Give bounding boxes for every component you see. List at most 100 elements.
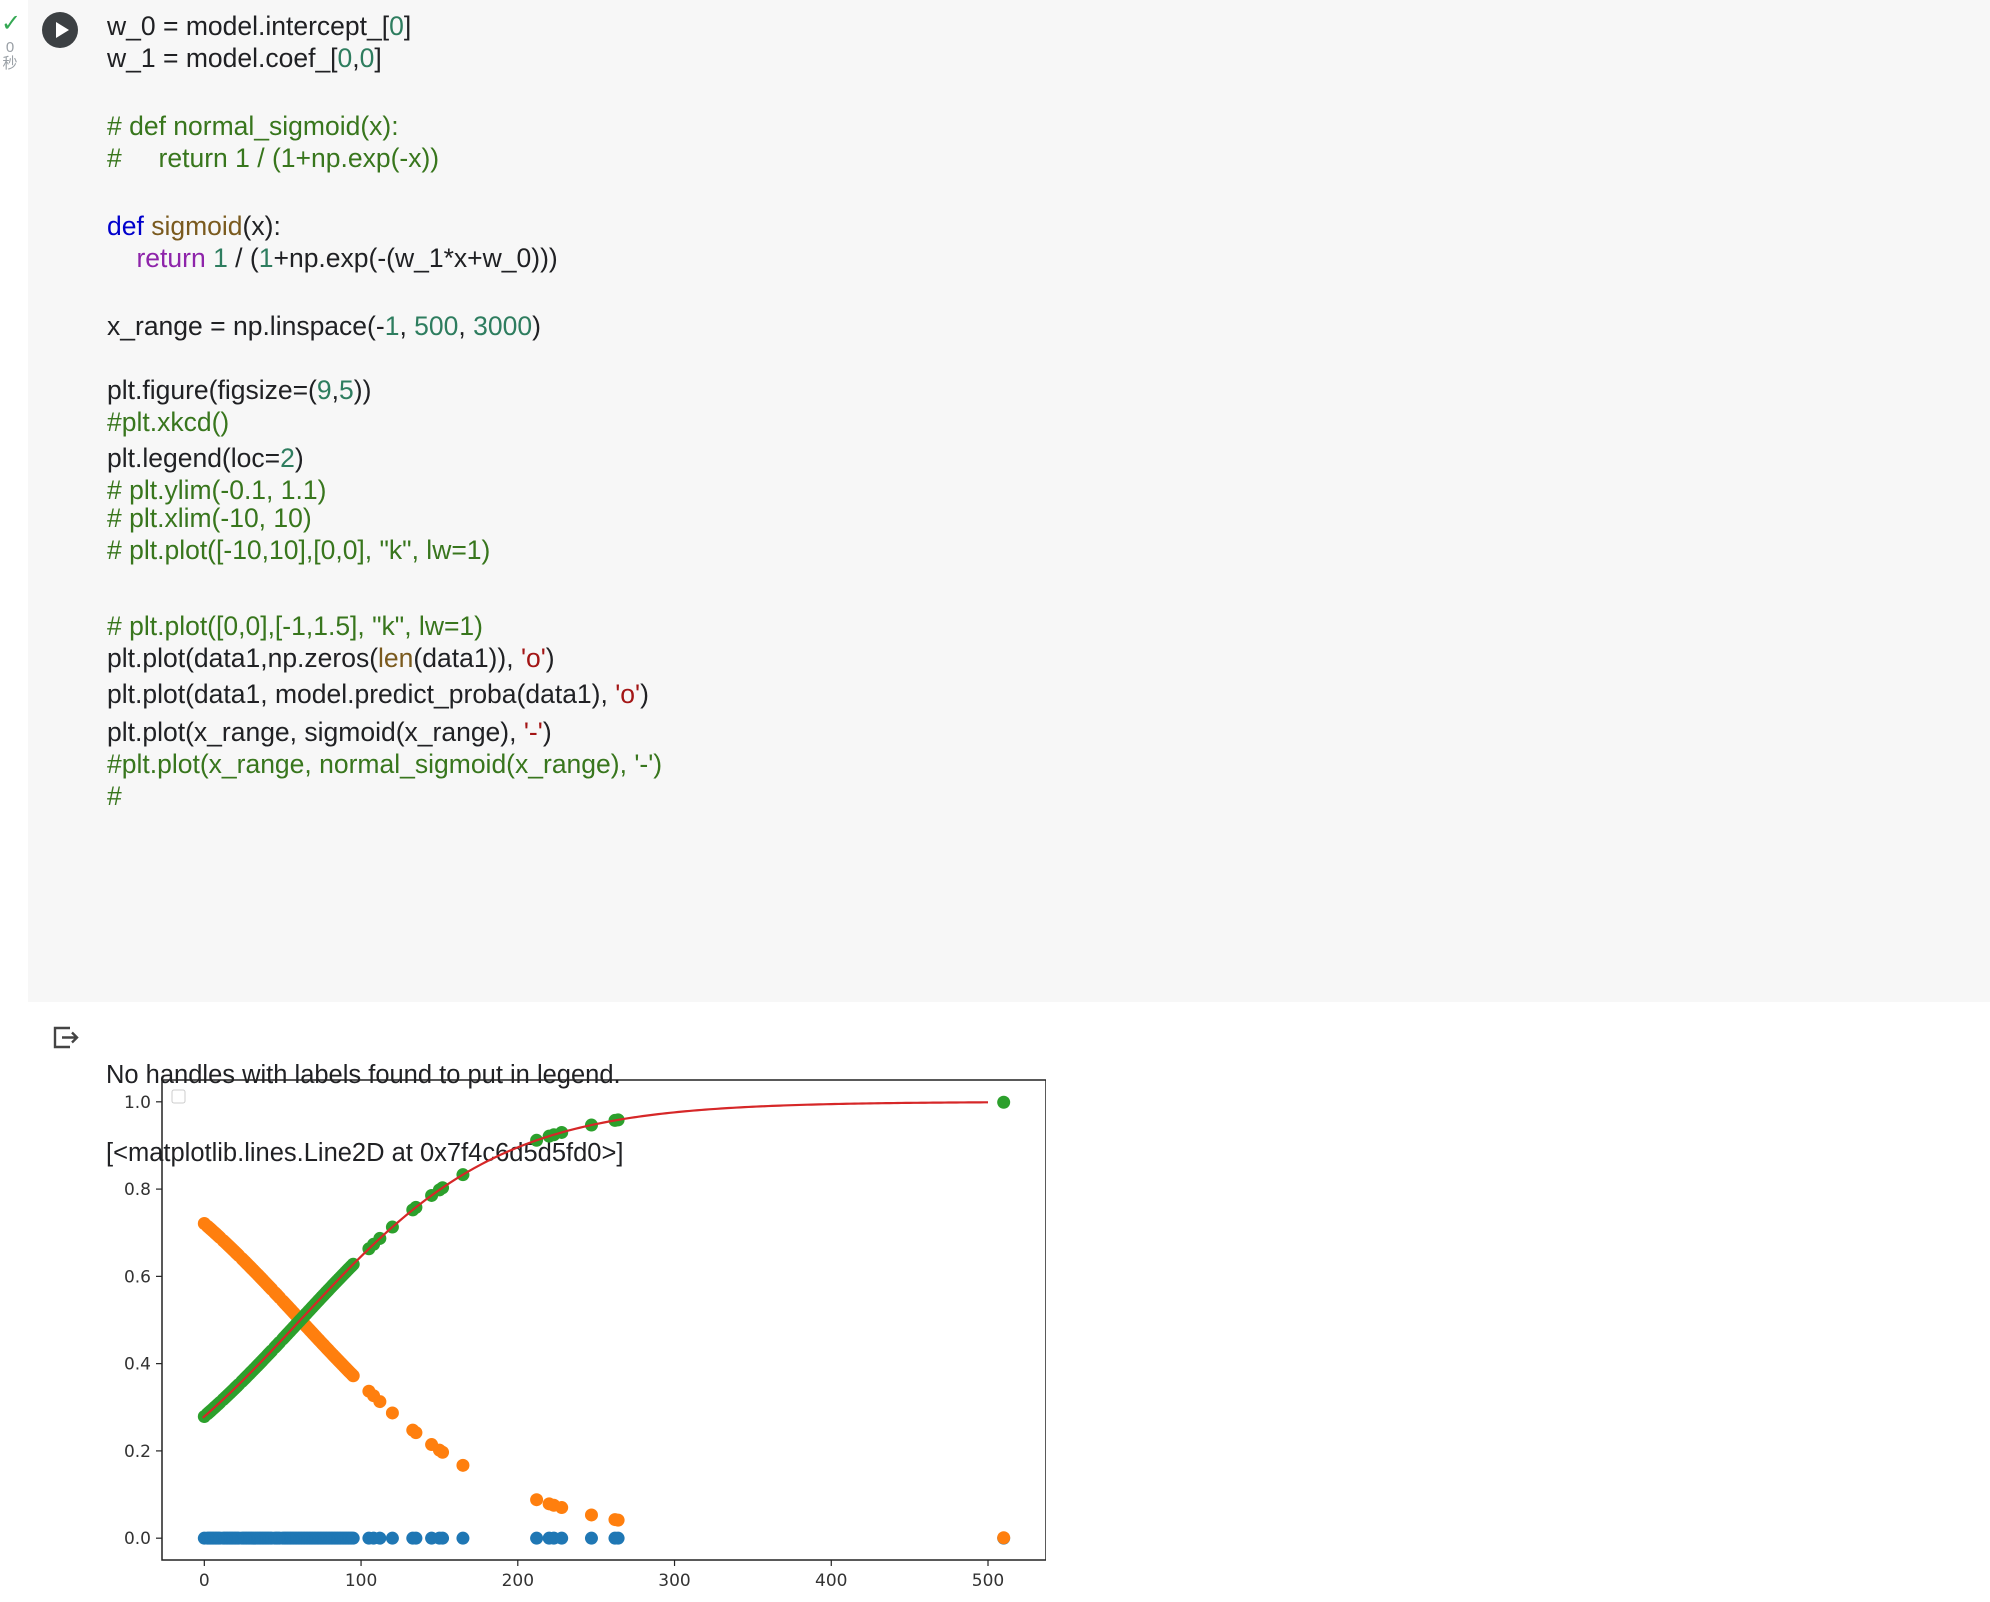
x-tick-label: 400 <box>815 1571 847 1591</box>
code-token: # return 1 / (1+np.exp(-x)) <box>107 143 440 173</box>
code-token: 'o' <box>520 643 546 673</box>
output-repr-line: [<matplotlib.lines.Line2D at 0x7f4c6d5d5… <box>106 1139 624 1167</box>
class0-probability-point <box>555 1501 569 1515</box>
code-line: x_range = np.linspace(-1, 500, 3000) <box>107 310 541 342</box>
zero-point <box>530 1531 544 1545</box>
code-token: plt.figure(figsize=( <box>107 375 317 405</box>
code-token: def <box>107 211 144 241</box>
code-line: return 1 / (1+np.exp(-(w_1*x+w_0))) <box>107 242 557 274</box>
code-token: ] <box>374 43 382 73</box>
code-token: 3000 <box>473 311 533 341</box>
y-tick-label: 0.8 <box>124 1180 151 1200</box>
code-token: 0 <box>359 43 375 73</box>
cell-output-text: No handles with labels found to put in l… <box>106 1010 623 1192</box>
execution-seconds-unit: 秒 <box>2 55 18 72</box>
code-token: # <box>107 781 122 811</box>
output-warning-line: No handles with labels found to put in l… <box>106 1061 621 1089</box>
zero-point <box>584 1531 598 1545</box>
code-token: #plt.xkcd() <box>107 407 230 437</box>
y-tick-label: 1.0 <box>124 1093 151 1113</box>
y-tick-label: 0.2 <box>124 1442 151 1462</box>
x-tick-label: 0 <box>199 1571 210 1591</box>
code-line: plt.plot(x_range, sigmoid(x_range), '-') <box>107 716 552 748</box>
code-token: 0 <box>337 43 353 73</box>
code-token: 0 <box>389 11 404 41</box>
code-line: #plt.xkcd() <box>107 406 229 438</box>
code-token: 2 <box>280 443 295 473</box>
code-token: x_range = np.linspace(- <box>107 311 385 341</box>
output-redirect-icon[interactable] <box>50 1022 80 1057</box>
code-token: plt.plot(x_range, sigmoid(x_range), <box>107 717 524 747</box>
cell-gutter: ✓ 0 秒 <box>0 0 28 1002</box>
class0-probability-point <box>584 1508 598 1522</box>
code-token: 9 <box>316 375 332 405</box>
code-token: ) <box>294 443 304 473</box>
code-token: (x): <box>242 211 281 241</box>
code-token: # def normal_sigmoid(x): <box>107 111 399 141</box>
zero-point <box>409 1531 423 1545</box>
code-token: # plt.plot([0,0],[-1,1.5], "k", lw=1) <box>107 611 483 641</box>
code-token: 5 <box>339 375 354 405</box>
code-token: )) <box>353 375 372 405</box>
code-token: w_0 = model.intercept_[ <box>107 11 390 41</box>
code-token <box>107 243 136 273</box>
class0-probability-point <box>373 1395 387 1409</box>
code-token: plt.legend(loc= <box>107 443 281 473</box>
code-line: w_1 = model.coef_[0,0] <box>107 42 382 74</box>
x-tick-label: 300 <box>658 1571 690 1591</box>
class0-probability-point <box>997 1531 1011 1545</box>
axes-frame <box>161 1079 1046 1561</box>
code-token: 'o' <box>615 679 641 709</box>
code-line: # <box>107 780 122 812</box>
class0-probability-point <box>409 1426 423 1440</box>
code-line: plt.plot(data1, model.predict_proba(data… <box>107 678 649 710</box>
code-cell-editor[interactable] <box>28 0 1990 1002</box>
class0-probability-point <box>436 1445 450 1459</box>
code-token: # plt.xlim(-10, 10) <box>107 503 312 533</box>
y-tick-label: 0.0 <box>124 1529 151 1549</box>
class0-probability-point <box>611 1513 625 1527</box>
execution-success-check-icon: ✓ <box>1 10 22 37</box>
code-token: , <box>331 375 340 405</box>
y-tick-label: 0.4 <box>124 1355 151 1375</box>
code-token: (data1)), <box>413 643 521 673</box>
run-cell-button[interactable] <box>42 12 78 48</box>
x-tick-label: 500 <box>972 1571 1004 1591</box>
code-line: # plt.plot([0,0],[-1,1.5], "k", lw=1) <box>107 610 483 642</box>
code-token: plt.plot(data1,np.zeros( <box>107 643 379 673</box>
y-tick-label: 0.6 <box>124 1267 151 1287</box>
code-line: # plt.ylim(-0.1, 1.1) <box>107 474 326 506</box>
class0-probability-point <box>530 1493 544 1507</box>
code-line: w_0 = model.intercept_[0] <box>107 10 411 42</box>
empty-legend-box <box>171 1089 186 1104</box>
code-token <box>206 243 213 273</box>
code-token: # plt.plot([-10,10],[0,0], "k", lw=1) <box>107 535 491 565</box>
code-token: , <box>352 43 360 73</box>
code-line: #plt.plot(x_range, normal_sigmoid(x_rang… <box>107 748 662 780</box>
zero-point <box>373 1531 387 1545</box>
code-token: plt.plot(data1, model.predict_proba(data… <box>107 679 616 709</box>
class0-probability-point <box>385 1406 399 1420</box>
code-token: 1 <box>213 243 228 273</box>
matplotlib-figure: 0 100 200 300 400 500 0.0 0.2 0.4 0.6 0.8 1.0 <box>124 1079 1046 1591</box>
code-line: plt.legend(loc=2) <box>107 442 304 474</box>
code-token: ) <box>542 717 552 747</box>
code-token: 1 <box>384 311 400 341</box>
x-tick-label: 200 <box>502 1571 534 1591</box>
code-line: # return 1 / (1+np.exp(-x)) <box>107 142 439 174</box>
code-token: '-' <box>523 717 543 747</box>
code-line: plt.plot(data1,np.zeros(len(data1)), 'o'… <box>107 642 555 674</box>
code-token: # plt.ylim(-0.1, 1.1) <box>107 475 327 505</box>
code-token: 1 <box>258 243 274 273</box>
zero-point <box>385 1531 399 1545</box>
zero-point <box>456 1531 470 1545</box>
code-token: len <box>378 643 414 673</box>
zero-point <box>346 1531 360 1545</box>
execution-time: 0 秒 <box>1 40 19 72</box>
code-token: , <box>458 311 474 341</box>
x-tick-label: 100 <box>345 1571 377 1591</box>
code-token: w_1 = model.coef_[ <box>107 43 338 73</box>
code-line: # plt.xlim(-10, 10) <box>107 502 312 534</box>
code-token: ) <box>640 679 649 709</box>
code-line: def sigmoid(x): <box>107 210 281 242</box>
